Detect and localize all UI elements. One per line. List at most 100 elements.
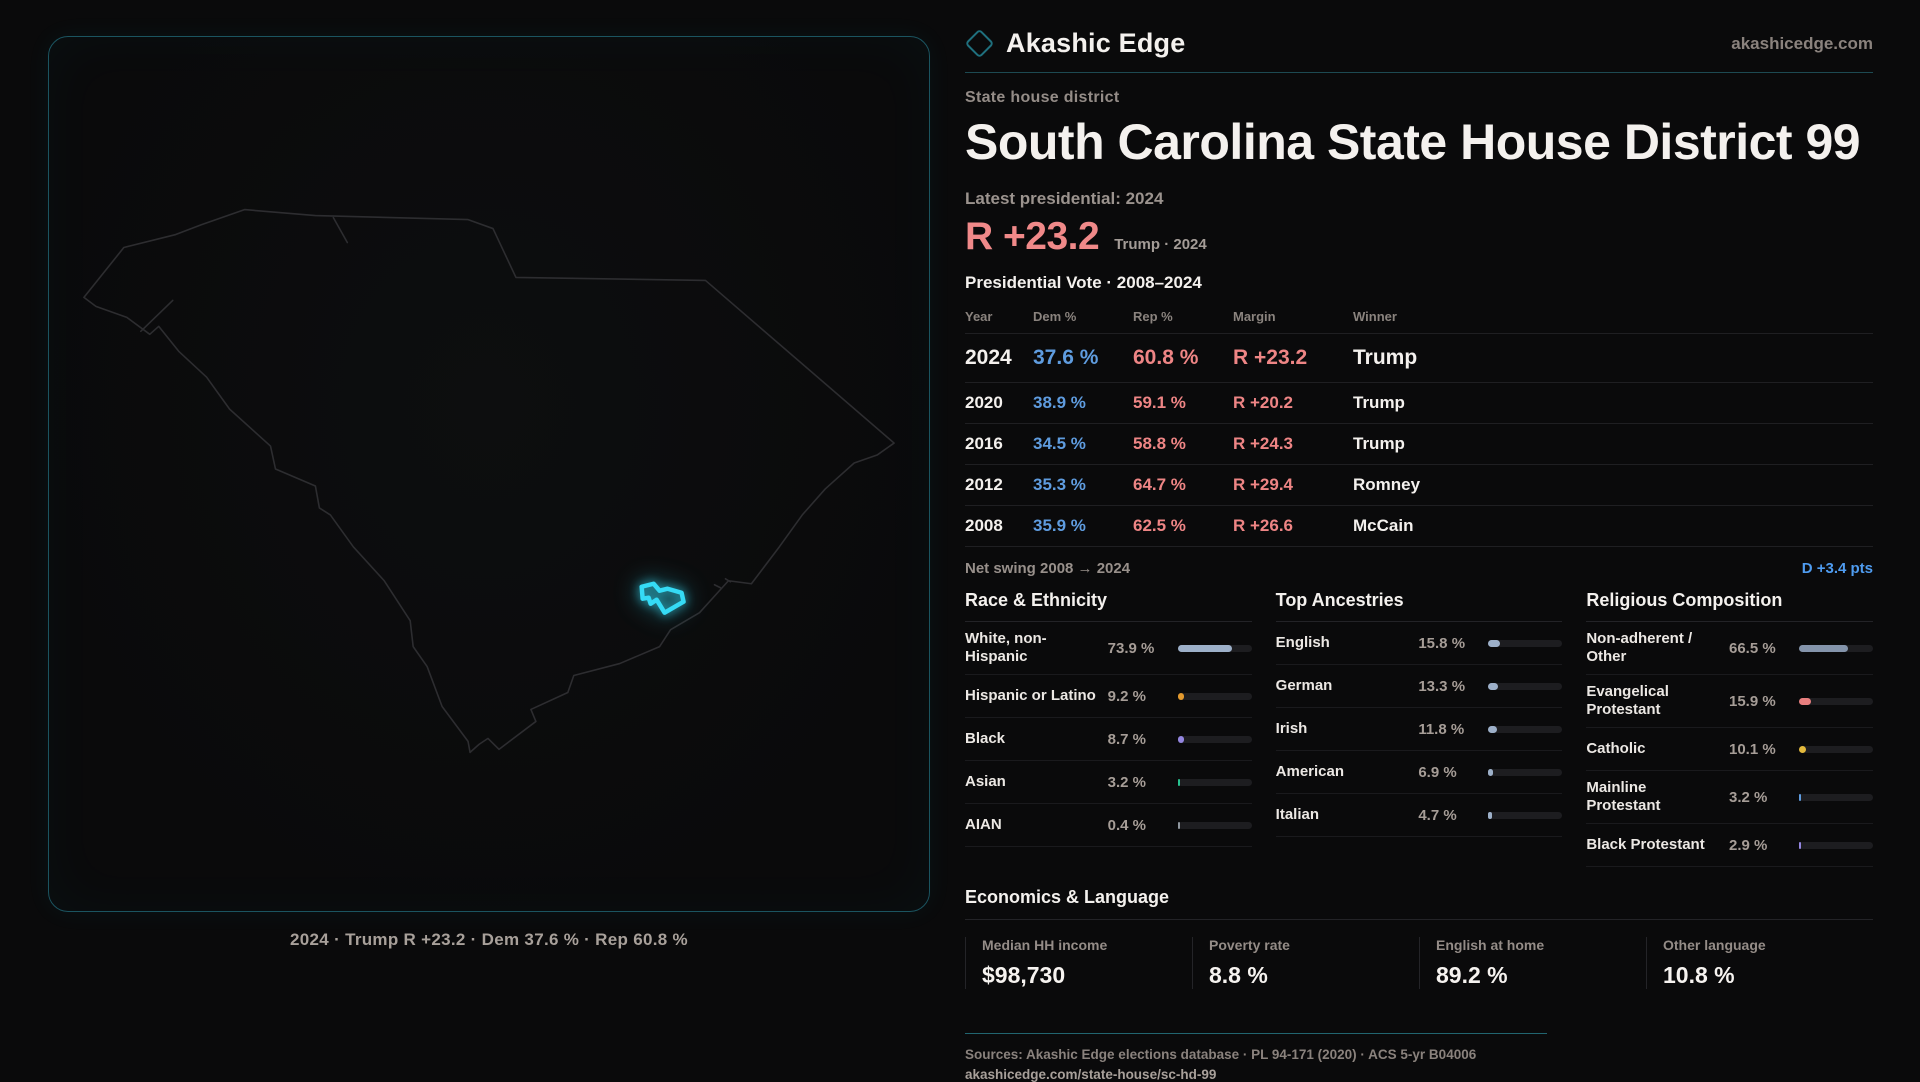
cell-winner: Trump [1353,434,1405,453]
row-label: Hispanic or Latino [965,687,1096,704]
permalink[interactable]: akashicedge.com/state-house/sc-hd-99 [965,1067,1217,1082]
bar-track [1488,682,1563,690]
stat-value: 10.8 % [1663,962,1735,988]
net-swing-value: D +3.4 pts [1801,560,1873,577]
brand-diamond-icon [964,28,995,59]
list-item: Mainline Protestant 3.2 % [1586,771,1873,824]
headline-margin-note: Trump · 2024 [1114,236,1207,253]
list-item: White, non-Hispanic 73.9 % [965,622,1252,675]
bar-fill [1177,821,1180,829]
bar-fill [1798,745,1807,753]
bar-track [1488,768,1563,776]
row-value: 0.4 % [1107,816,1147,834]
coast-island-mark [713,583,722,589]
report-panel: Akashic Edge akashicedge.com State house… [964,28,1873,1082]
stat-value: 8.8 % [1209,962,1268,988]
cell-year: 2012 [965,475,1003,494]
bar-track [1798,697,1873,705]
stat-value: $98,730 [982,962,1066,988]
list-item: American 6.9 % [1275,751,1563,794]
row-label: White, non-Hispanic [965,630,1047,665]
row-value: 9.2 % [1107,687,1147,705]
header-divider [965,72,1873,73]
stat-cell: English at home 89.2 % [1419,937,1646,989]
bar-track [1798,793,1873,801]
col-dem: Dem % [1033,309,1077,324]
site-link[interactable]: akashicedge.com [1731,33,1873,53]
row-value: 11.8 % [1418,720,1465,738]
cell-year: 2008 [965,516,1003,535]
cell-margin: R +23.2 [1233,346,1308,369]
cell-rep: 64.7 % [1133,475,1186,494]
sources-text: Sources: Akashic Edge elections database… [965,1047,1477,1062]
cell-year: 2024 [965,346,1012,369]
bar-fill [1488,725,1498,733]
economics-section: Economics & Language Median HH income $9… [965,887,1873,989]
boundary-detail-line [332,216,349,244]
cell-dem: 35.3 % [1033,475,1086,494]
stat-cell: Median HH income $98,730 [965,937,1192,989]
list-item: Hispanic or Latino 9.2 % [965,675,1252,718]
row-label: Black [965,730,1006,747]
bar-track [1177,692,1252,700]
list-item: Italian 4.7 % [1275,794,1563,837]
bar-fill [1798,793,1802,801]
row-label: American [1275,763,1345,780]
stat-cell: Other language 10.8 % [1646,937,1873,989]
cell-margin: R +29.4 [1233,475,1294,494]
cell-rep: 58.8 % [1133,434,1186,453]
bar-track [1177,821,1252,829]
row-value: 4.7 % [1418,806,1457,824]
bar-track [1177,735,1252,743]
cell-margin: R +24.3 [1233,434,1294,453]
cell-year: 2020 [965,393,1003,412]
bar-fill [1488,682,1499,690]
cell-dem: 35.9 % [1033,516,1086,535]
latest-presidential-label: Latest presidential: 2024 [965,189,1164,208]
list-item: Evangelical Protestant 15.9 % [1586,675,1873,728]
row-label: Non-adherent / Other [1586,630,1693,665]
pres-table-title: Presidential Vote · 2008–2024 [965,273,1202,292]
row-label: Mainline Protestant [1586,779,1661,814]
cell-dem: 38.9 % [1033,393,1086,412]
table-row: 2024 37.6 % 60.8 % R +23.2 Trump [965,334,1873,383]
bar-fill [1798,697,1811,705]
race-ethnicity-section: Race & Ethnicity White, non-Hispanic 73.… [965,590,1252,867]
table-row: 2012 35.3 % 64.7 % R +29.4 Romney [965,465,1873,506]
headline-margin-value: R +23.2 [965,215,1100,258]
header: Akashic Edge akashicedge.com [964,28,1873,59]
cell-winner: Romney [1353,475,1421,494]
list-item: Black Protestant 2.9 % [1586,824,1873,867]
row-value: 3.2 % [1107,773,1147,791]
boundary-detail-line [139,299,174,333]
list-item: Asian 3.2 % [965,761,1252,804]
row-label: Black Protestant [1586,836,1705,853]
list-item: Catholic 10.1 % [1586,728,1873,771]
page-title: South Carolina State House District 99 [965,114,1861,170]
cell-rep: 59.1 % [1133,393,1186,412]
cell-dem: 37.6 % [1033,346,1099,369]
stat-label: English at home [1436,937,1545,953]
cell-winner: Trump [1353,393,1405,412]
table-row: 2008 35.9 % 62.5 % R +26.6 McCain [965,506,1873,547]
bar-track [1177,778,1252,786]
state-boundary-outline [83,208,895,754]
section-title: Economics & Language [965,887,1873,920]
section-title: Top Ancestries [1275,590,1563,622]
cell-rep: 60.8 % [1133,346,1199,369]
row-value: 2.9 % [1728,836,1768,854]
bar-fill [1177,735,1185,743]
list-item: English 15.8 % [1275,622,1563,665]
table-row: 2016 34.5 % 58.8 % R +24.3 Trump [965,424,1873,465]
table-header-row: Year Dem % Rep % Margin Winner [965,301,1873,334]
stat-label: Median HH income [982,937,1108,953]
col-rep: Rep % [1133,309,1173,324]
row-value: 6.9 % [1418,763,1457,781]
coast-island-mark [724,577,732,583]
row-value: 66.5 % [1728,639,1776,657]
section-title: Religious Composition [1586,590,1873,622]
district-99-highlight[interactable] [639,581,686,615]
bar-fill [1488,639,1501,647]
bar-fill [1798,841,1802,849]
